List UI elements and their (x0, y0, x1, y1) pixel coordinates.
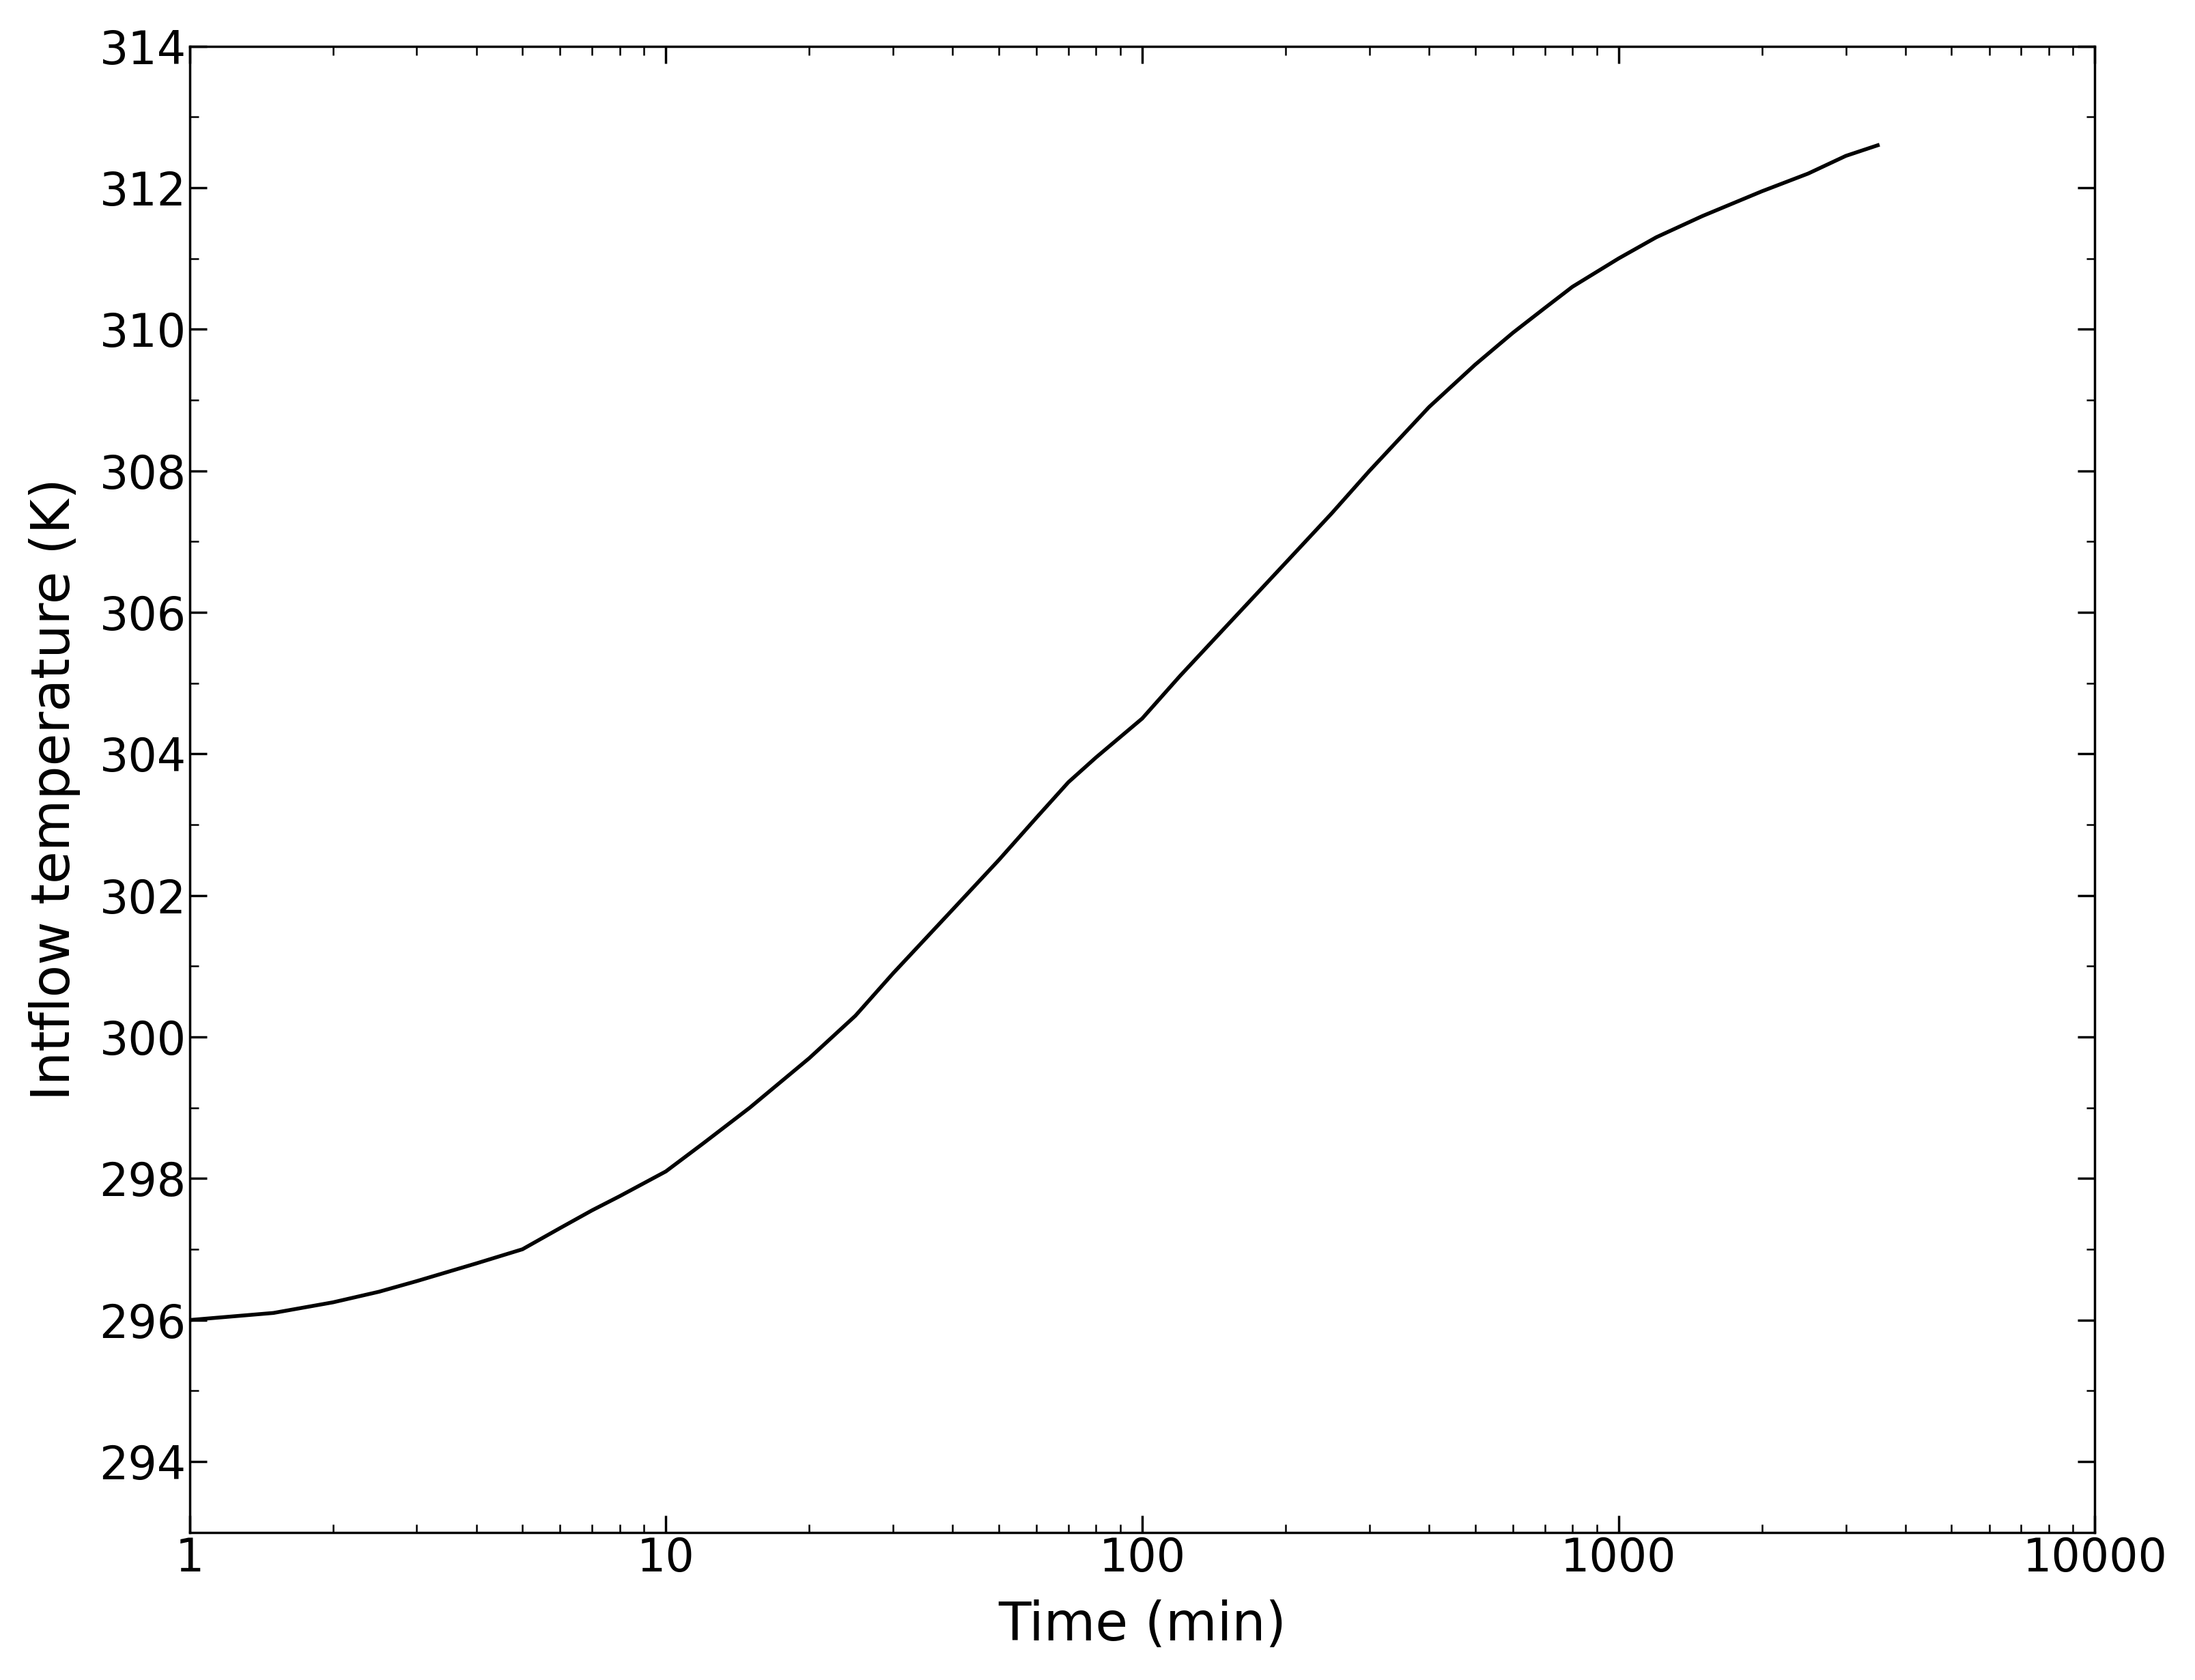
X-axis label: Time (min): Time (min) (999, 1599, 1286, 1651)
Y-axis label: Intflow temperature (K): Intflow temperature (K) (29, 479, 81, 1100)
